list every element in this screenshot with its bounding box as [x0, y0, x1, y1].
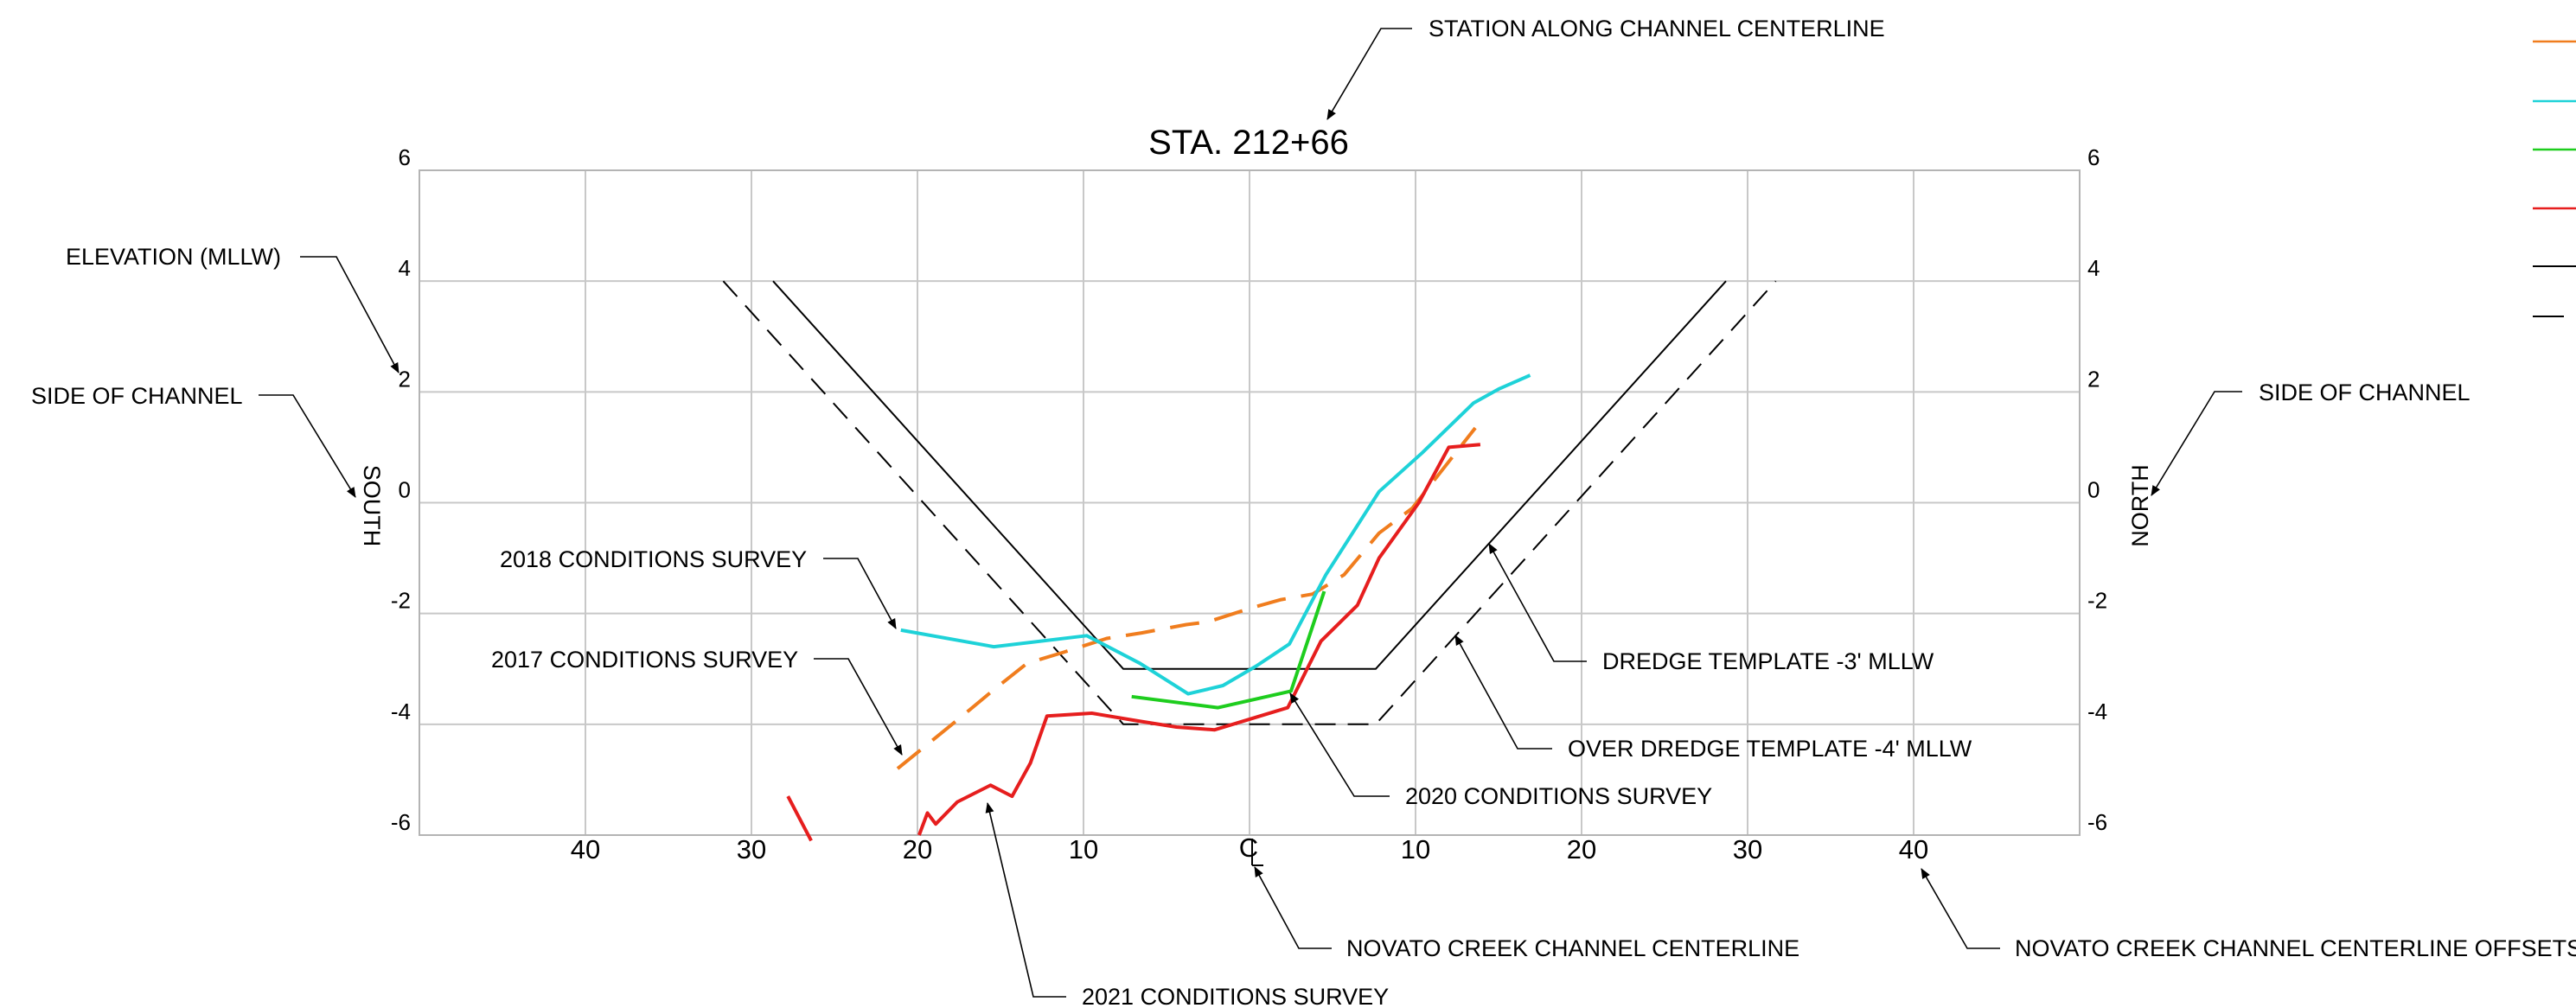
annotation-side-right: SIDE OF CHANNEL [2151, 380, 2471, 496]
series-line-survey-2020 [1131, 590, 1326, 710]
annotation-side-left-text: SIDE OF CHANNEL [31, 383, 243, 409]
x-tick-label: 20 [903, 834, 932, 864]
annotation-over-dredge-template-text: OVER DREDGE TEMPLATE -4' MLLW [1568, 736, 1972, 762]
x-tick-label: 10 [1069, 834, 1098, 864]
annotation-dredge-template-text: DREDGE TEMPLATE -3' MLLW [1602, 648, 1934, 674]
y-tick-labels-left: 6 4 2 0 -2 -4 -6 [391, 144, 411, 835]
y-tick-label: -4 [2087, 699, 2107, 724]
annotation-dredge-template: DREDGE TEMPLATE -3' MLLW [1488, 543, 1934, 674]
series-line-survey-2021 [786, 795, 813, 842]
annotation-side-left: SIDE OF CHANNEL [31, 383, 356, 498]
annotation-2017-survey: 2017 CONDITIONS SURVEY [491, 647, 903, 756]
annotation-centerline: NOVATO CREEK CHANNEL CENTERLINE [1254, 866, 1799, 961]
north-label: NORTH [2127, 464, 2153, 547]
y-tick-label: 0 [399, 477, 411, 503]
y-tick-label: 2 [2087, 366, 2100, 392]
centerline-symbol-c: C [1239, 833, 1258, 863]
annotation-2020-survey: 2020 CONDITIONS SURVEY [1289, 692, 1712, 809]
y-tick-label: -2 [391, 588, 411, 614]
annotation-2021-survey: 2021 CONDITIONS SURVEY [985, 802, 1389, 1008]
y-tick-label: -6 [391, 809, 411, 835]
plot-frame [419, 169, 2081, 836]
x-tick-label: 40 [1899, 834, 1928, 864]
south-label: SOUTH [359, 465, 385, 547]
annotation-centerline-offsets: NOVATO CREEK CHANNEL CENTERLINE OFFSETS [1921, 868, 2576, 961]
annotation-elevation-text: ELEVATION (MLLW) [66, 244, 281, 270]
y-tick-label: 6 [399, 144, 411, 170]
annotation-side-right-text: SIDE OF CHANNEL [2259, 380, 2471, 405]
annotation-2017-survey-text: 2017 CONDITIONS SURVEY [491, 647, 798, 673]
annotation-2018-survey-text: 2018 CONDITIONS SURVEY [500, 546, 807, 572]
series-line-over-dredge [722, 280, 1777, 725]
y-tick-label: 4 [2087, 255, 2100, 281]
y-tick-labels-right: 6 4 2 0 -2 -4 -6 [2087, 144, 2107, 835]
y-tick-label: -6 [2087, 809, 2107, 835]
x-tick-labels: 40 30 20 10 10 20 30 40 [571, 834, 1928, 864]
annotation-centerline-text: NOVATO CREEK CHANNEL CENTERLINE [1346, 935, 1799, 961]
series-line-survey-2017 [896, 426, 1477, 770]
centerline-symbol: C [1239, 833, 1263, 866]
y-tick-label: -4 [391, 699, 411, 724]
x-tick-label: 30 [737, 834, 766, 864]
y-tick-label: 0 [2087, 477, 2100, 503]
x-tick-label: 40 [571, 834, 600, 864]
series-layer [722, 280, 1777, 842]
annotation-station-text: STATION ALONG CHANNEL CENTERLINE [1429, 16, 1885, 41]
annotation-elevation: ELEVATION (MLLW) [66, 244, 400, 373]
annotation-station: STATION ALONG CHANNEL CENTERLINE [1326, 16, 1885, 120]
series-line-survey-2018 [900, 373, 1531, 696]
annotation-centerline-offsets-text: NOVATO CREEK CHANNEL CENTERLINE OFFSETS [2015, 935, 2576, 961]
annotation-2020-survey-text: 2020 CONDITIONS SURVEY [1405, 783, 1712, 809]
x-tick-label: 10 [1401, 834, 1430, 864]
annotation-2021-survey-text: 2021 CONDITIONS SURVEY [1082, 984, 1389, 1008]
x-tick-label: 20 [1567, 834, 1596, 864]
legend [2533, 40, 2576, 317]
y-tick-label: -2 [2087, 588, 2107, 614]
annotation-2018-survey: 2018 CONDITIONS SURVEY [500, 546, 897, 629]
y-tick-label: 4 [399, 255, 411, 281]
series-line-survey-2021 [917, 443, 1481, 836]
annotation-over-dredge-template: OVER DREDGE TEMPLATE -4' MLLW [1454, 635, 1972, 762]
chart-title: STA. 212+66 [1148, 124, 1349, 162]
x-tick-label: 30 [1733, 834, 1762, 864]
grid [419, 170, 2080, 835]
y-tick-label: 2 [399, 366, 411, 392]
y-tick-label: 6 [2087, 144, 2100, 170]
